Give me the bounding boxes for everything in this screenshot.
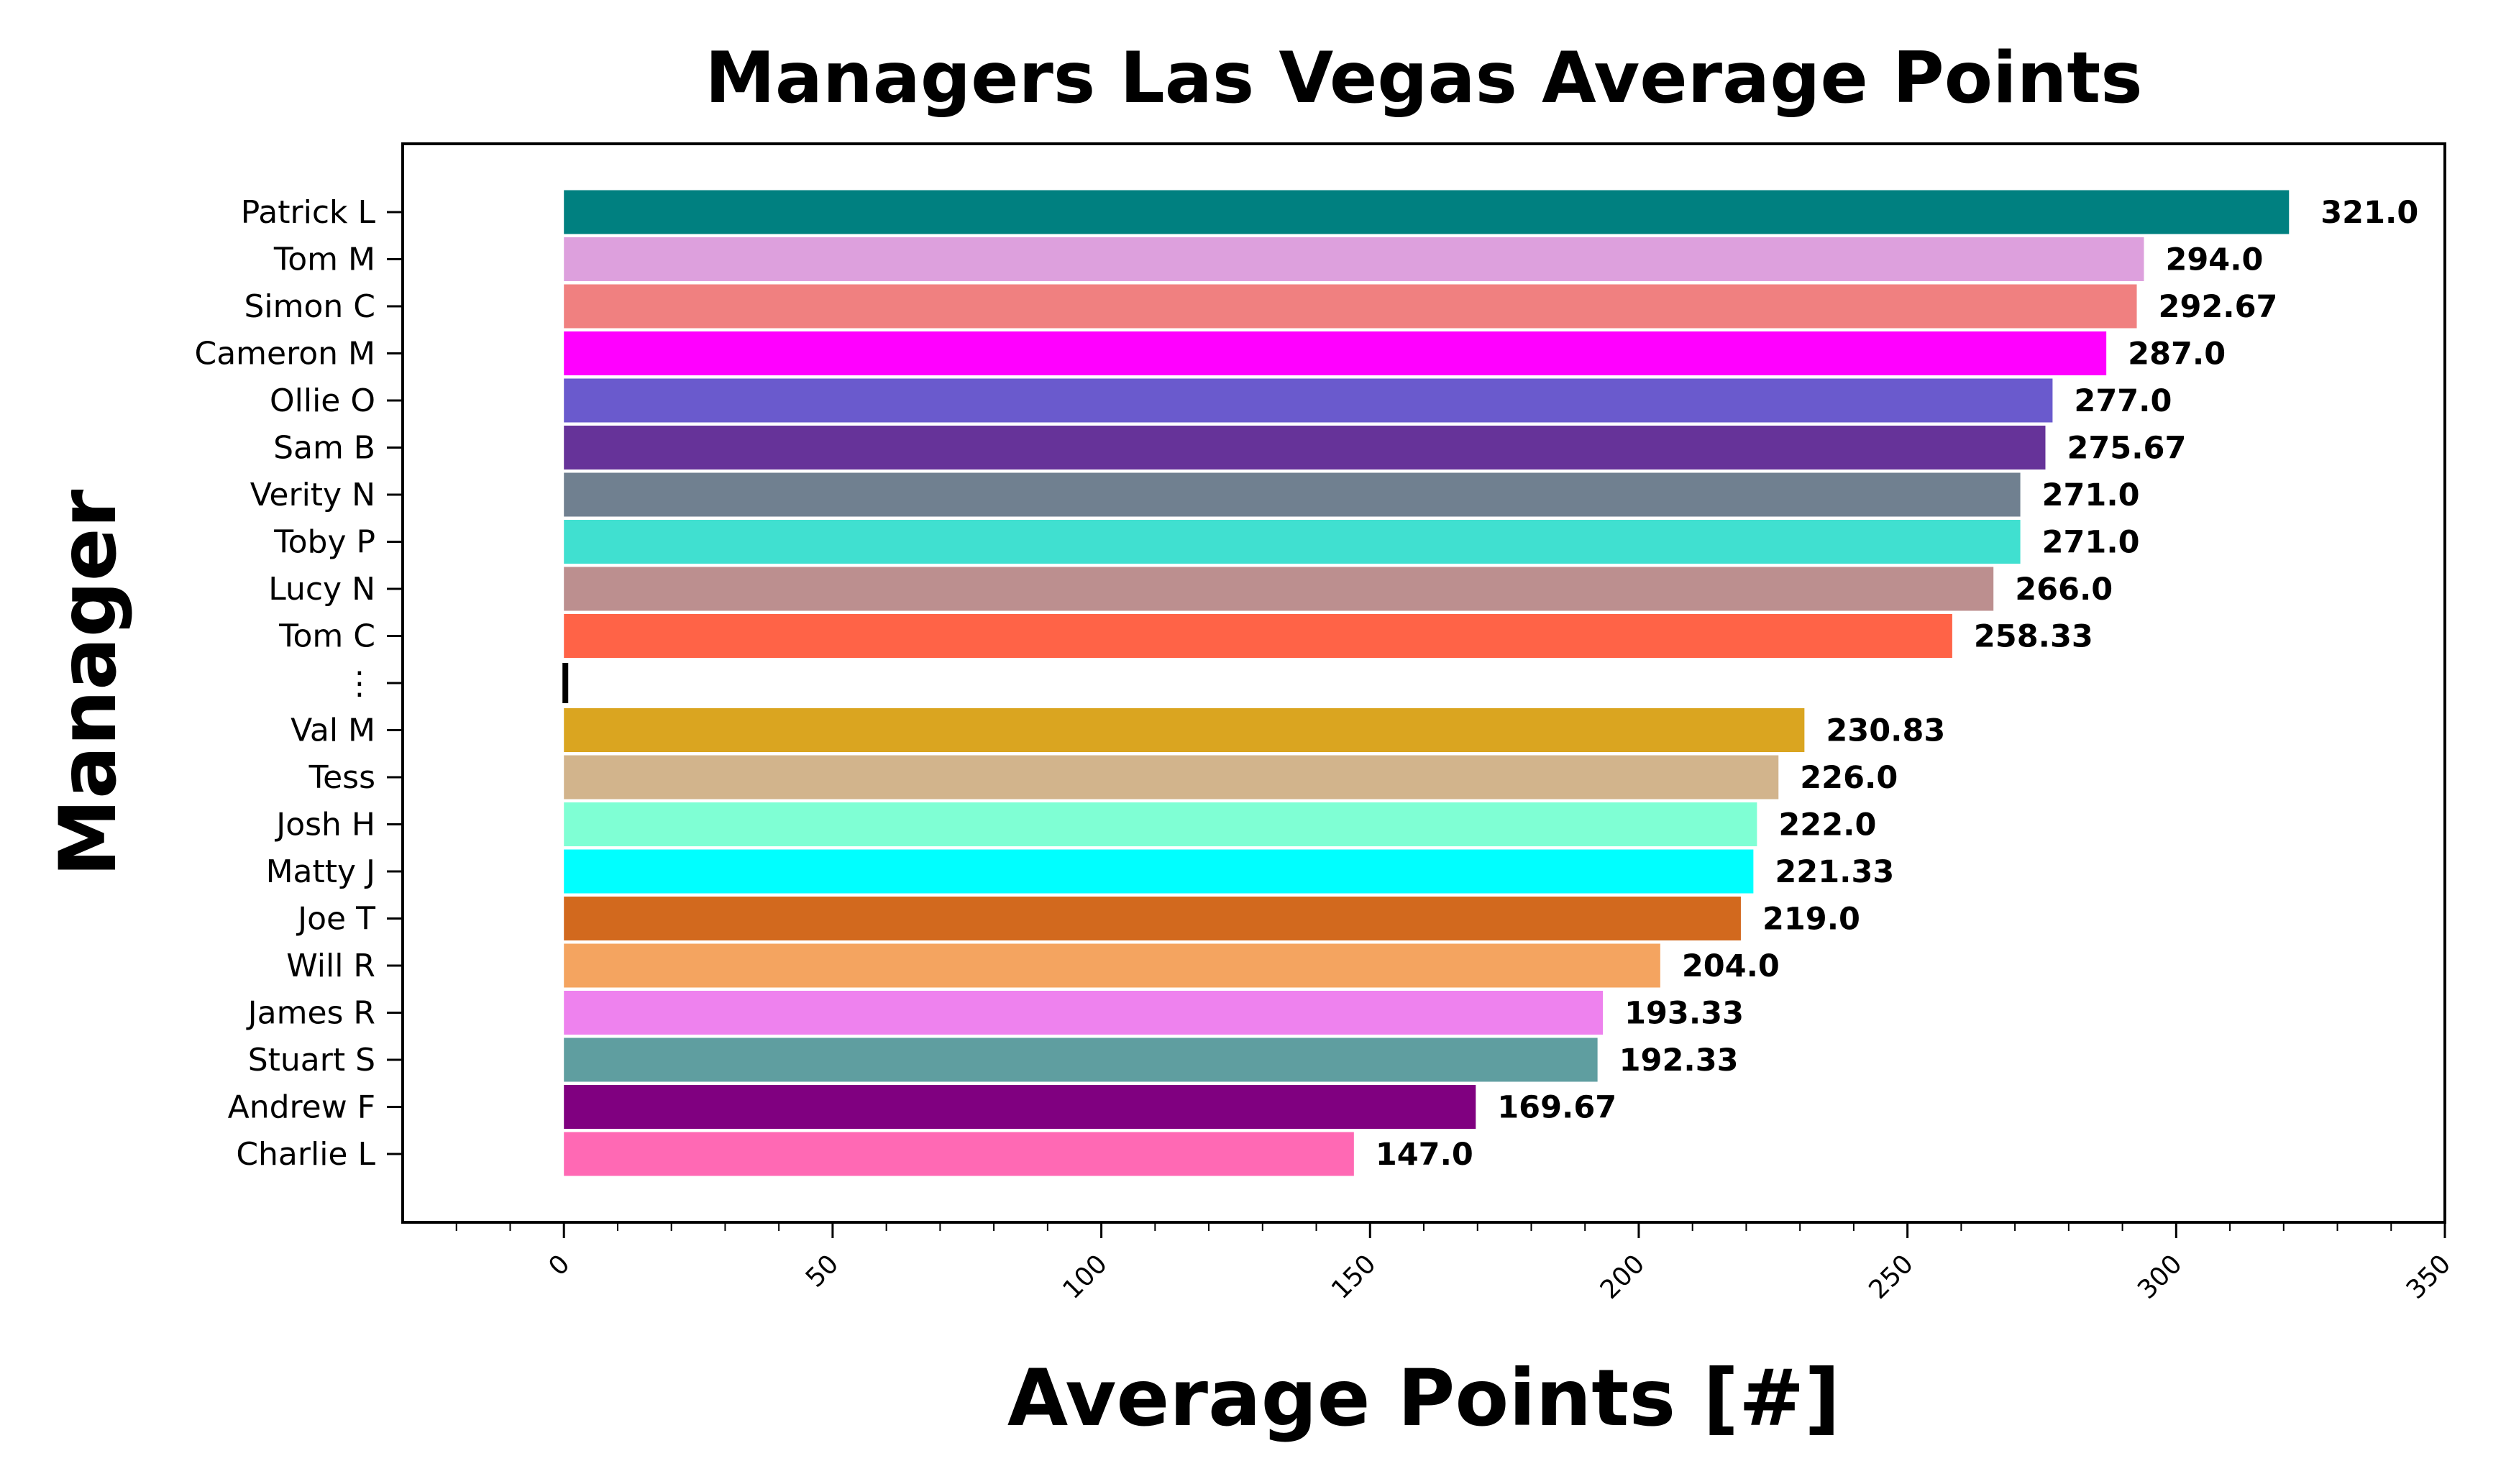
y-tick-label: Toby P bbox=[273, 524, 375, 561]
bars-layer: 321.0 294.0 292.67 287.0 277.0 275.67 271.0 271… bbox=[562, 190, 2418, 1176]
bar-value-label: 221.33 bbox=[1775, 854, 1894, 890]
bar-value-label: 258.33 bbox=[1974, 619, 2093, 655]
bar bbox=[564, 567, 1994, 611]
bar bbox=[564, 426, 2046, 470]
bar bbox=[564, 331, 2107, 375]
x-tick-label: 50 bbox=[800, 1249, 844, 1293]
bar-value-label: 271.0 bbox=[2042, 525, 2140, 561]
bar-value-label: 169.67 bbox=[1497, 1090, 1616, 1126]
bar bbox=[564, 1038, 1598, 1082]
y-tick-label: James R bbox=[246, 995, 375, 1032]
bar bbox=[564, 802, 1757, 846]
x-tick-label: 250 bbox=[1863, 1249, 1919, 1305]
y-tick-label: Val M bbox=[291, 713, 375, 749]
y-tick-label: Patrick L bbox=[241, 194, 376, 231]
x-tick-label: 200 bbox=[1595, 1249, 1651, 1305]
y-tick-label: Simon C bbox=[244, 288, 375, 325]
bar-value-label: 226.0 bbox=[1800, 760, 1898, 796]
x-tick-label: 300 bbox=[2132, 1249, 2188, 1305]
y-tick-label: Sam B bbox=[273, 430, 375, 467]
bar-gap-marker bbox=[562, 663, 569, 703]
bar bbox=[564, 943, 1660, 988]
plot-frame bbox=[401, 142, 2446, 1224]
y-tick-label: Andrew F bbox=[228, 1089, 375, 1126]
y-tick-label: Joe T bbox=[296, 901, 375, 938]
y-tick-label: Verity N bbox=[250, 477, 375, 513]
x-tick-label: 150 bbox=[1326, 1249, 1382, 1305]
y-tick-label: Lucy N bbox=[268, 571, 375, 608]
y-tick-label: Tess bbox=[308, 759, 375, 796]
bar-value-label: 266.0 bbox=[2015, 572, 2113, 608]
bar-value-label: 219.0 bbox=[1762, 902, 1860, 938]
y-tick-label: ⋮ bbox=[344, 665, 375, 702]
y-tick-label: Tom M bbox=[273, 242, 375, 278]
bar-value-label: 192.33 bbox=[1619, 1043, 1739, 1078]
bar bbox=[564, 237, 2144, 281]
y-tick-label: Tom C bbox=[278, 618, 375, 655]
bar bbox=[564, 284, 2137, 329]
bar bbox=[564, 991, 1604, 1035]
bar bbox=[564, 897, 1741, 940]
bar bbox=[564, 472, 2021, 517]
y-tick-label: Stuart S bbox=[248, 1042, 375, 1078]
y-tick-label: Matty J bbox=[266, 853, 375, 890]
y-tick-label: Will R bbox=[286, 948, 375, 984]
bar-value-label: 271.0 bbox=[2042, 477, 2140, 513]
bar-value-label: 147.0 bbox=[1376, 1137, 1473, 1173]
bar bbox=[564, 520, 2021, 564]
bar-value-label: 287.0 bbox=[2128, 336, 2226, 372]
y-tick-label: Charlie L bbox=[236, 1136, 375, 1173]
bar-value-label: 204.0 bbox=[1682, 948, 1780, 984]
bar bbox=[564, 755, 1779, 800]
bar bbox=[564, 190, 2290, 234]
x-axis-label: Average Points [#] bbox=[1007, 1352, 1840, 1444]
x-tick-label: 100 bbox=[1057, 1249, 1113, 1305]
bar-value-label: 222.0 bbox=[1778, 807, 1876, 843]
bar bbox=[564, 708, 1805, 752]
y-tick-label: Josh H bbox=[274, 807, 375, 843]
bar-value-label: 230.83 bbox=[1826, 713, 1945, 749]
y-axis-label: Manager bbox=[42, 489, 134, 876]
y-tick-label: Ollie O bbox=[270, 383, 375, 419]
y-tick-label: Cameron M bbox=[195, 336, 376, 372]
bar-value-label: 321.0 bbox=[2320, 195, 2418, 231]
bar bbox=[564, 614, 1952, 658]
x-tick-label: 350 bbox=[2401, 1249, 2457, 1305]
bar bbox=[564, 378, 2053, 423]
bar-value-label: 277.0 bbox=[2074, 383, 2172, 419]
chart-title: Managers Las Vegas Average Points bbox=[705, 37, 2142, 119]
bar-value-label: 193.33 bbox=[1624, 996, 1744, 1032]
bar-value-label: 275.67 bbox=[2067, 431, 2186, 467]
bar bbox=[564, 849, 1754, 894]
bar-value-label: 294.0 bbox=[2165, 242, 2263, 278]
x-tick-label: 0 bbox=[543, 1249, 575, 1281]
bar bbox=[564, 1132, 1354, 1176]
bar-value-label: 292.67 bbox=[2159, 289, 2278, 325]
bar bbox=[564, 1085, 1476, 1129]
